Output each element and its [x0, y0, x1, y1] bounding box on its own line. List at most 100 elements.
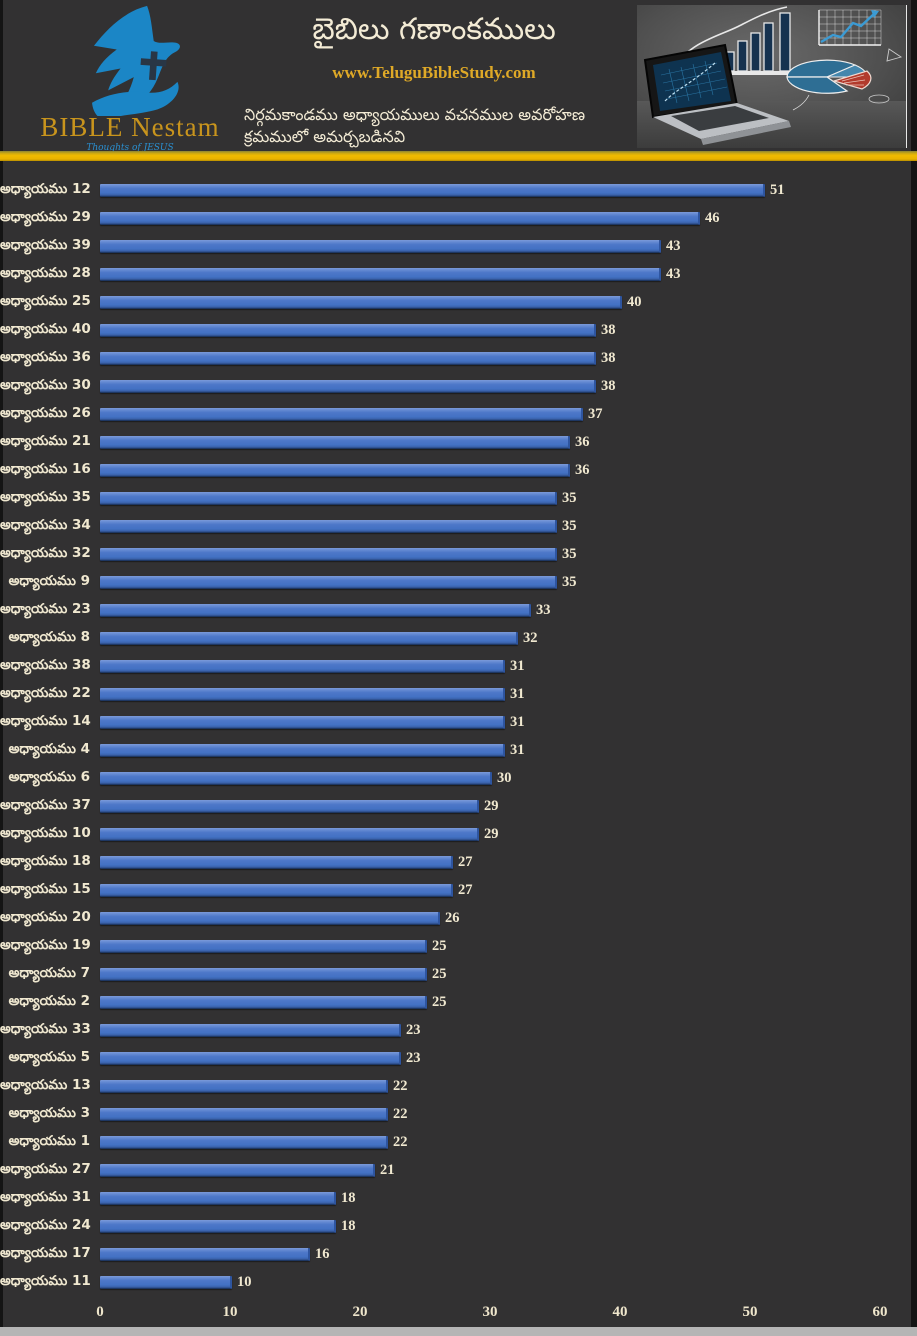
bar-row: అధ్యాయము 25 40 [0, 288, 917, 316]
bar-row: అధ్యాయము 15 27 [0, 876, 917, 904]
value-label: 29 [484, 825, 499, 842]
bar-row: అధ్యాయము 28 43 [0, 260, 917, 288]
category-label: అధ్యాయము 4 [8, 740, 90, 757]
category-label: అధ్యాయము 32 [0, 544, 91, 561]
category-label: అధ్యాయము 17 [0, 1244, 91, 1261]
category-label: అధ్యాయము 6 [8, 768, 90, 785]
bar-row: అధ్యాయము 7 25 [0, 960, 917, 988]
value-label: 38 [601, 321, 616, 338]
category-label: అధ్యాయము 7 [8, 964, 90, 981]
category-label: అధ్యాయము 24 [0, 1216, 91, 1233]
value-label: 38 [601, 377, 616, 394]
x-axis-tick-label: 50 [742, 1304, 758, 1320]
bar [100, 967, 427, 981]
bar [100, 715, 505, 729]
bar [100, 1023, 401, 1037]
bar-row: అధ్యాయము 12 51 [0, 176, 917, 204]
bible-nestam-logo: BIBLE Nestam Thoughts of JESUS [24, 4, 236, 153]
value-label: 35 [562, 573, 577, 590]
bar-row: అధ్యాయము 31 18 [0, 1184, 917, 1212]
category-label: అధ్యాయము 29 [0, 208, 91, 225]
bar [100, 491, 557, 505]
bar-chart: అధ్యాయము 12 51 అధ్యాయము 29 46 అధ్యాయము 3… [0, 161, 917, 1327]
category-label: అధ్యాయము 35 [0, 488, 91, 505]
category-label: అధ్యాయము 15 [0, 880, 91, 897]
bar-row: అధ్యాయము 17 16 [0, 1240, 917, 1268]
value-label: 32 [523, 629, 538, 646]
bar-row: అధ్యాయము 40 38 [0, 316, 917, 344]
bar-row: అధ్యాయము 39 43 [0, 232, 917, 260]
value-label: 25 [432, 993, 447, 1010]
bar-row: అధ్యాయము 13 22 [0, 1072, 917, 1100]
website-text: www.TeluguBibleStudy.com [332, 63, 536, 82]
dove-hand-cross-icon [24, 4, 236, 116]
bar [100, 183, 765, 197]
value-label: 22 [393, 1133, 408, 1150]
bar-row: అధ్యాయము 23 33 [0, 596, 917, 624]
bar-row: అధ్యాయము 10 29 [0, 820, 917, 848]
bar [100, 939, 427, 953]
bar [100, 1079, 388, 1093]
value-label: 18 [341, 1189, 356, 1206]
logo-tagline: Thoughts of JESUS [86, 143, 174, 153]
bar-row: అధ్యాయము 18 27 [0, 848, 917, 876]
value-label: 10 [237, 1273, 252, 1290]
category-label: అధ్యాయము 11 [0, 1272, 91, 1289]
category-label: అధ్యాయము 28 [0, 264, 91, 281]
value-label: 35 [562, 545, 577, 562]
category-label: అధ్యాయము 12 [0, 180, 91, 197]
bar [100, 323, 596, 337]
value-label: 46 [705, 209, 720, 226]
value-label: 31 [510, 713, 525, 730]
category-label: అధ్యాయము 5 [8, 1048, 90, 1065]
value-label: 35 [562, 517, 577, 534]
analytics-chalkboard-photo [637, 5, 907, 148]
category-label: అధ్యాయము 13 [0, 1076, 91, 1093]
bar [100, 351, 596, 365]
x-axis-tick-label: 20 [352, 1304, 368, 1320]
value-label: 38 [601, 349, 616, 366]
bar [100, 379, 596, 393]
bar-row: అధ్యాయము 27 21 [0, 1156, 917, 1184]
value-label: 51 [770, 181, 785, 198]
bar [100, 1051, 401, 1065]
bar [100, 1163, 375, 1177]
value-label: 43 [666, 265, 681, 282]
x-axis-tick-label: 30 [482, 1304, 498, 1320]
bar-row: అధ్యాయము 14 31 [0, 708, 917, 736]
bar [100, 267, 661, 281]
bar [100, 295, 622, 309]
value-label: 30 [497, 769, 512, 786]
bar-row: అధ్యాయము 5 23 [0, 1044, 917, 1072]
bar [100, 743, 505, 757]
bar [100, 883, 453, 897]
bar-row: అధ్యాయము 29 46 [0, 204, 917, 232]
category-label: అధ్యాయము 19 [0, 936, 91, 953]
category-label: అధ్యాయము 14 [0, 712, 91, 729]
accent-divider-band [0, 151, 917, 161]
bar [100, 547, 557, 561]
bar-row: అధ్యాయము 21 36 [0, 428, 917, 456]
bar [100, 463, 570, 477]
value-label: 29 [484, 797, 499, 814]
chalk-line-chart [818, 9, 882, 46]
bar-row: అధ్యాయము 11 10 [0, 1268, 917, 1296]
category-label: అధ్యాయము 33 [0, 1020, 91, 1037]
bar [100, 995, 427, 1009]
category-label: అధ్యాయము 39 [0, 236, 91, 253]
value-label: 33 [536, 601, 551, 618]
bar [100, 799, 479, 813]
x-axis-tick-label: 10 [222, 1304, 238, 1320]
bar-rows: అధ్యాయము 12 51 అధ్యాయము 29 46 అధ్యాయము 3… [0, 176, 917, 1296]
category-label: అధ్యాయము 22 [0, 684, 91, 701]
value-label: 16 [315, 1245, 330, 1262]
value-label: 22 [393, 1105, 408, 1122]
bar-row: అధ్యాయము 19 25 [0, 932, 917, 960]
chart-subtitle: నిర్గమకాండము అధ్యాయములు వచనముల అవరోహణ క్… [244, 105, 586, 146]
value-label: 36 [575, 433, 590, 450]
bar-row: అధ్యాయము 38 31 [0, 652, 917, 680]
bar-row: అధ్యాయము 34 35 [0, 512, 917, 540]
value-label: 36 [575, 461, 590, 478]
bar [100, 855, 453, 869]
